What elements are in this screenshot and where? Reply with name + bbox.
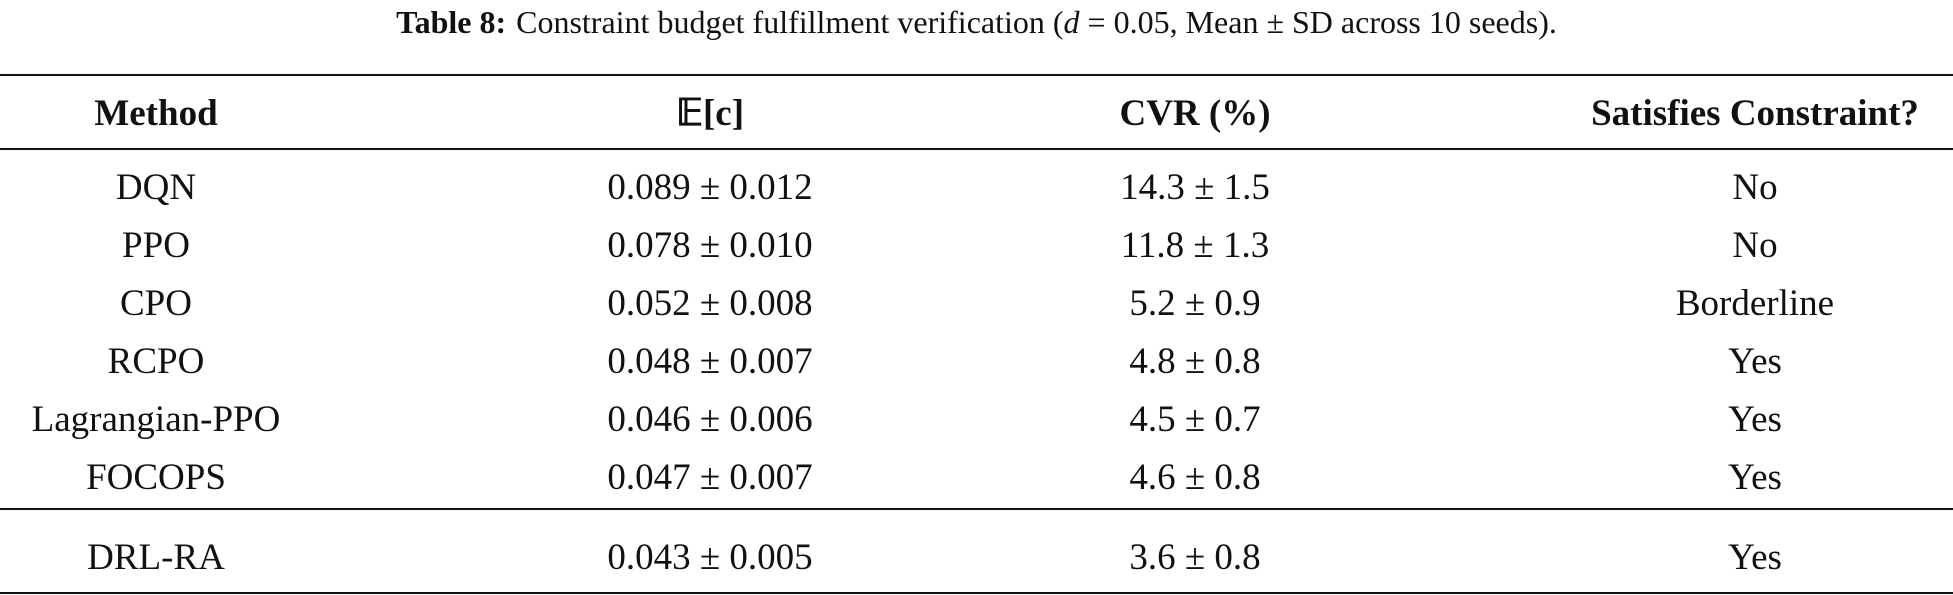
header-cell: CVR (%)	[1119, 93, 1271, 134]
table-cell: Lagrangian-PPO	[31, 399, 281, 440]
table-cell: 11.8 ± 1.3	[1120, 225, 1270, 266]
table-cell: FOCOPS	[86, 457, 226, 498]
header-rule	[0, 148, 1953, 150]
table-cell: No	[1732, 225, 1778, 266]
table-cell: Borderline	[1675, 283, 1835, 324]
top-rule	[0, 74, 1953, 76]
table-cell: 0.089 ± 0.012	[607, 167, 813, 208]
table-cell: 0.052 ± 0.008	[607, 283, 813, 324]
table-cell: DRL-RA	[87, 537, 225, 578]
bottom-rule	[0, 592, 1953, 594]
header-cell: Satisfies Constraint?	[1591, 93, 1919, 134]
table-cell: PPO	[122, 225, 190, 266]
header-cell: 𝔼[c]	[675, 93, 745, 134]
table-cell: Yes	[1728, 537, 1782, 578]
caption-label: Table 8:	[396, 4, 507, 40]
table-cell: 4.5 ± 0.7	[1129, 399, 1261, 440]
table-cell: CPO	[120, 283, 192, 324]
table-cell: 0.046 ± 0.006	[607, 399, 813, 440]
table-cell: 0.048 ± 0.007	[607, 341, 813, 382]
caption-text: = 0.05, Mean ± SD across 10 seeds).	[1079, 4, 1557, 40]
caption-text: Constraint budget fulfillment verificati…	[516, 4, 1064, 40]
table-cell: 4.6 ± 0.8	[1129, 457, 1261, 498]
table-cell: 0.043 ± 0.005	[607, 537, 813, 578]
table-cell: 14.3 ± 1.5	[1120, 167, 1270, 208]
table-cell: 4.8 ± 0.8	[1129, 341, 1261, 382]
caption-variable: d	[1063, 4, 1080, 40]
table-cell: Yes	[1728, 457, 1782, 498]
group-rule	[0, 508, 1953, 510]
table-cell: 3.6 ± 0.8	[1129, 537, 1261, 578]
table-caption: Table 8: Constraint budget fulfillment ve…	[0, 2, 1953, 42]
table-cell: No	[1732, 167, 1778, 208]
header-cell: Method	[94, 93, 218, 134]
table-cell: DQN	[115, 167, 197, 208]
table-cell: RCPO	[107, 341, 205, 382]
table-cell: Yes	[1728, 341, 1782, 382]
table-cell: 0.047 ± 0.007	[607, 457, 813, 498]
table-cell: Yes	[1728, 399, 1782, 440]
table-cell: 5.2 ± 0.9	[1129, 283, 1261, 324]
table-cell: 0.078 ± 0.010	[607, 225, 813, 266]
